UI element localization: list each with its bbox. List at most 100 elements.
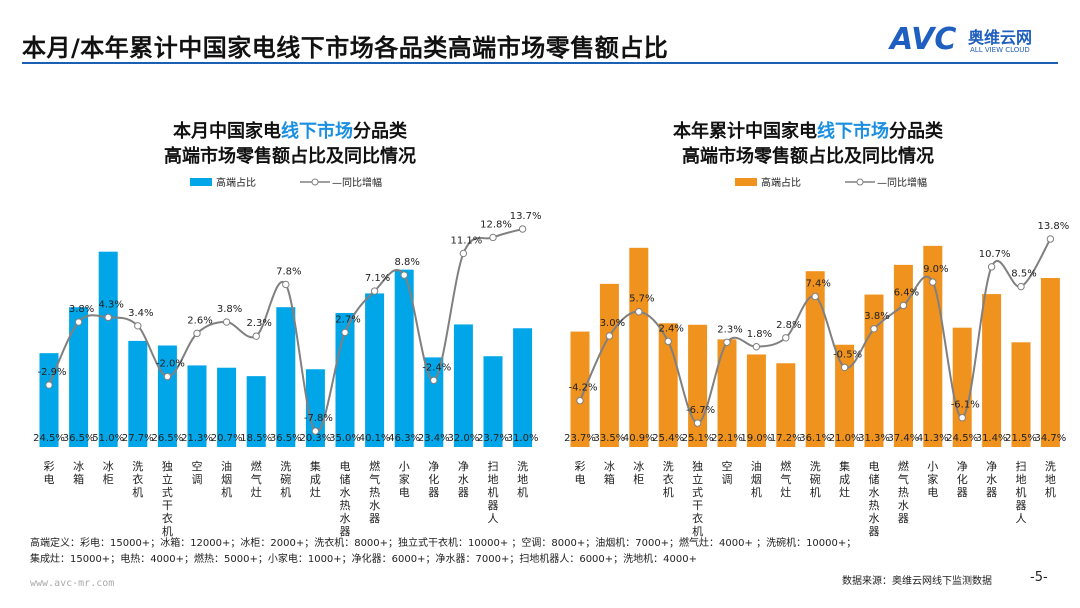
legend-bar-label: 高端占比	[761, 176, 801, 189]
category-label-char: 箱	[73, 472, 84, 486]
bar	[483, 356, 503, 447]
bar	[982, 294, 1002, 447]
yoy-value-label: 7.4%	[805, 278, 830, 289]
yoy-point	[723, 338, 731, 346]
bar-value-label: 22.1%	[711, 433, 743, 444]
category-label-char: 冰	[604, 460, 615, 473]
category-label-char: 油	[751, 459, 762, 473]
yoy-point	[1046, 235, 1055, 243]
yoy-point	[899, 301, 908, 310]
yoy-point	[870, 325, 878, 333]
yoy-value-label: 2.8%	[776, 320, 801, 331]
page-number: -5-	[1030, 570, 1048, 585]
bar-value-label: 31.4%	[976, 433, 1008, 444]
category-label-char: 化	[428, 472, 439, 486]
category-label-char: 灶	[839, 486, 850, 499]
category-label-char: 机	[810, 485, 821, 499]
category-label-char: 器	[428, 486, 439, 499]
bar	[424, 357, 444, 447]
category-label-char: 烟	[221, 472, 232, 486]
category-label-char: 器	[458, 486, 469, 499]
bar-value-label: 25.1%	[682, 433, 714, 444]
yoy-value-label: -6.7%	[686, 405, 715, 416]
bar-value-label: 23.7%	[477, 433, 509, 444]
category-label-char: 器	[369, 512, 380, 525]
bar-value-label: 31.3%	[858, 433, 890, 444]
category-label-char: 器	[986, 486, 997, 499]
category-label-char: 气	[898, 472, 909, 486]
bar	[453, 324, 473, 447]
yoy-value-label: 5.7%	[629, 294, 654, 305]
bar	[893, 264, 913, 447]
bar-value-label: 36.5%	[63, 433, 95, 444]
yoy-point	[222, 318, 231, 326]
bar-value-label: 21.3%	[181, 433, 213, 444]
yoy-value-label: 13.7%	[510, 211, 542, 222]
category-label-char: 水	[986, 473, 997, 486]
bar-value-label: 21.5%	[1005, 433, 1037, 444]
logo-mark: AVC	[890, 22, 957, 57]
category-label-char: 机	[488, 485, 499, 499]
legend-bar-label: 高端占比	[216, 176, 256, 189]
yoy-point	[518, 225, 527, 233]
yoy-value-label: 7.8%	[276, 266, 301, 277]
bar-value-label: 23.4%	[418, 433, 450, 444]
category-label-char: 洗	[810, 460, 821, 473]
title-part: 本年累计中国家电	[673, 120, 817, 142]
category-label-char: 碗	[280, 472, 291, 486]
bar	[513, 328, 533, 447]
yoy-point	[811, 292, 819, 301]
bar-value-label: 24.5%	[33, 433, 65, 444]
bar-value-label: 19.0%	[741, 433, 773, 444]
bar	[217, 367, 237, 447]
bar-value-label: 40.1%	[359, 433, 391, 444]
yoy-point	[664, 337, 672, 346]
category-label-char: 化	[957, 472, 968, 486]
category-label-char: 洗	[663, 460, 674, 473]
bar	[365, 293, 385, 447]
category-label-char: 器	[869, 525, 880, 538]
category-label-char: 衣	[663, 472, 674, 486]
yoy-point	[605, 332, 614, 340]
category-label-char: 电	[869, 460, 880, 473]
legend-bar-swatch	[735, 178, 757, 186]
yoy-point	[459, 249, 468, 258]
bar	[717, 339, 737, 447]
bar-value-label: 20.7%	[211, 433, 243, 444]
category-label-char: 气	[780, 472, 791, 486]
yoy-value-label: 11.1%	[451, 235, 483, 246]
category-label-char: 冰	[103, 460, 114, 473]
bar	[1011, 342, 1031, 447]
yoy-value-label: 2.4%	[658, 323, 683, 334]
category-label-char: 机	[692, 524, 703, 538]
bar-value-label: 20.3%	[300, 433, 332, 444]
category-label-char: 衣	[692, 511, 703, 525]
category-label-char: 柜	[103, 473, 114, 486]
category-label-char: 机	[1016, 485, 1027, 499]
yoy-point	[1017, 282, 1025, 291]
bar	[570, 331, 590, 447]
category-label-char: 独	[162, 460, 173, 473]
yoy-value-label: 3.4%	[128, 308, 153, 319]
page-title: 本月/本年累计中国家电线下市场各品类高端市场零售额占比	[22, 34, 669, 62]
category-label-char: 空	[722, 459, 733, 473]
category-label-char: 水	[369, 499, 380, 512]
category-label-char: 热	[369, 486, 380, 499]
category-label-char: 热	[898, 486, 909, 499]
bar	[69, 307, 89, 447]
category-label-char: 机	[132, 485, 143, 499]
yoy-point	[370, 287, 379, 295]
category-label-char: 燃	[780, 459, 791, 473]
category-label-char: 干	[692, 499, 703, 512]
category-label-char: 式	[162, 486, 173, 499]
category-label-char: 独	[692, 460, 703, 473]
yoy-point	[134, 322, 142, 330]
category-label-char: 水	[340, 512, 351, 525]
bar	[599, 283, 619, 447]
legend-line-label: —同比增幅	[877, 176, 927, 189]
title-part: 分品类	[889, 120, 944, 142]
bar-value-label: 31.0%	[507, 433, 539, 444]
category-label-char: 地	[517, 473, 528, 486]
bar	[776, 363, 796, 447]
category-label-char: 人	[1016, 512, 1027, 525]
